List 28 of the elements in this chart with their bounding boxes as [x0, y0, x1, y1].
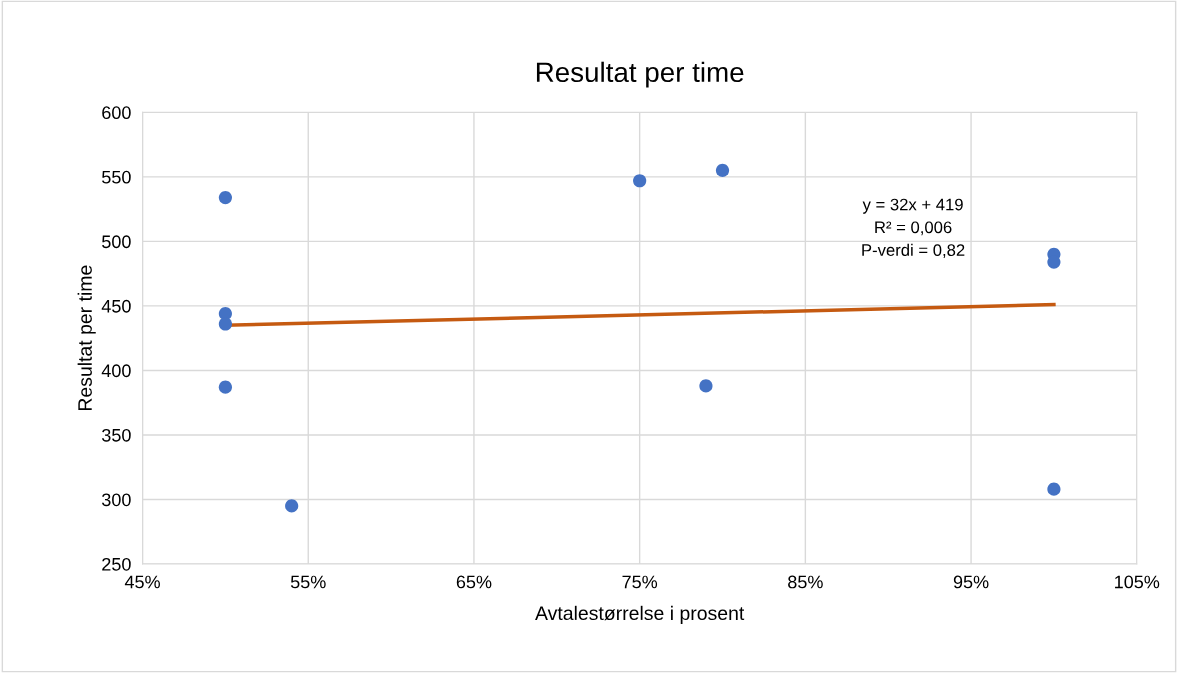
x-tick-label: 65% [456, 575, 492, 589]
point [218, 380, 232, 394]
y-tick-label: 300 [101, 493, 131, 507]
x-tick-label: 105% [1115, 575, 1160, 589]
point [715, 163, 730, 178]
y-tick-label: 450 [101, 299, 131, 313]
point [285, 499, 299, 513]
x-tick-label: 95% [953, 575, 989, 589]
x-tick-label: 45% [124, 575, 160, 589]
y-tick-label: 550 [102, 170, 131, 184]
point [218, 317, 232, 331]
y-tick-label: 250 [102, 557, 131, 571]
annotation: y = 32x + 419 R² = 0,006 P-verdi = 0,82 [862, 198, 965, 258]
chart-title: Resultat per time [536, 61, 744, 88]
y-tick-label: 350 [101, 428, 131, 442]
y-axis-title: Resultat per time [77, 265, 96, 411]
point [1047, 482, 1061, 496]
x-tick-label: 75% [622, 575, 658, 589]
x-tick-label: 85% [788, 575, 823, 589]
x-axis-title: Avtalestørrelse i prosent [535, 605, 745, 624]
point [218, 190, 232, 205]
y-tick-label: 400 [101, 364, 131, 378]
point [218, 307, 232, 321]
y-tick-label: 500 [102, 235, 131, 249]
y-tick-label: 600 [102, 106, 131, 120]
point [699, 379, 713, 393]
x-tick-label: 55% [290, 575, 326, 589]
point [633, 174, 647, 188]
